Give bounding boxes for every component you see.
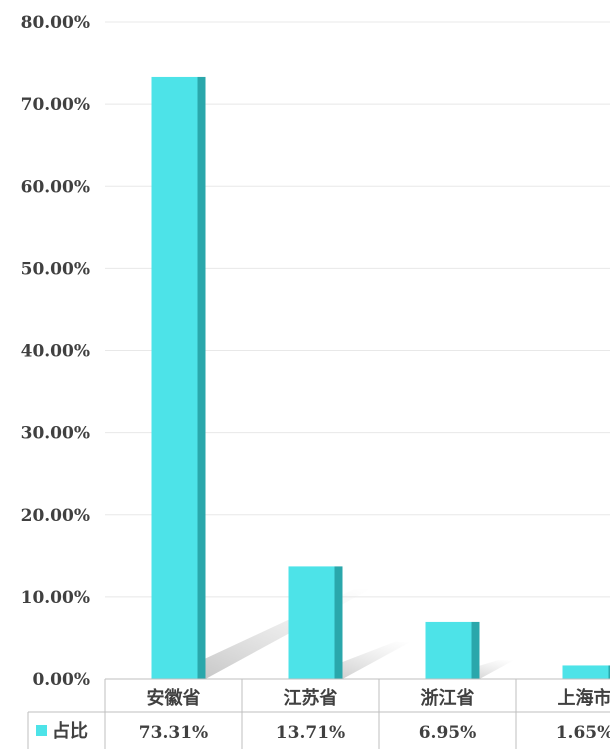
bar-side — [197, 76, 206, 679]
legend-label: 占比 — [52, 720, 88, 742]
bar — [562, 665, 609, 679]
y-tick-label: 50.00% — [21, 259, 90, 279]
data-table: 安徽省 73.31% 江苏省 13.71% 浙江省 6.95% 上海市 1.65% 占比 — [27, 678, 610, 749]
data-label: 6.95% — [419, 723, 477, 743]
bar-side — [608, 665, 610, 679]
x-category-label: 上海市 — [558, 687, 610, 709]
y-axis-ticks: 0.00% 10.00% 20.00% 30.00% 40.00% 50.00% 60.00… — [21, 13, 90, 690]
x-category-label: 浙江省 — [421, 687, 475, 709]
bar-side — [471, 621, 480, 679]
bar-side — [334, 566, 343, 679]
data-label: 13.71% — [276, 723, 345, 743]
y-tick-label: 80.00% — [21, 13, 90, 33]
bar — [288, 566, 335, 679]
data-label: 1.65% — [556, 723, 610, 743]
x-category-label: 江苏省 — [284, 687, 338, 709]
y-tick-label: 40.00% — [21, 342, 90, 362]
x-category-label: 安徽省 — [147, 687, 201, 709]
legend-swatch — [36, 725, 47, 736]
y-tick-label: 30.00% — [21, 424, 90, 444]
y-tick-label: 10.00% — [21, 588, 90, 608]
bars — [151, 76, 610, 679]
y-tick-label: 70.00% — [21, 95, 90, 115]
y-tick-label: 60.00% — [21, 177, 90, 197]
y-tick-label: 20.00% — [21, 506, 90, 526]
bar — [425, 621, 472, 679]
data-label: 73.31% — [139, 723, 208, 743]
bar — [151, 76, 198, 679]
y-tick-label: 0.00% — [32, 670, 90, 690]
